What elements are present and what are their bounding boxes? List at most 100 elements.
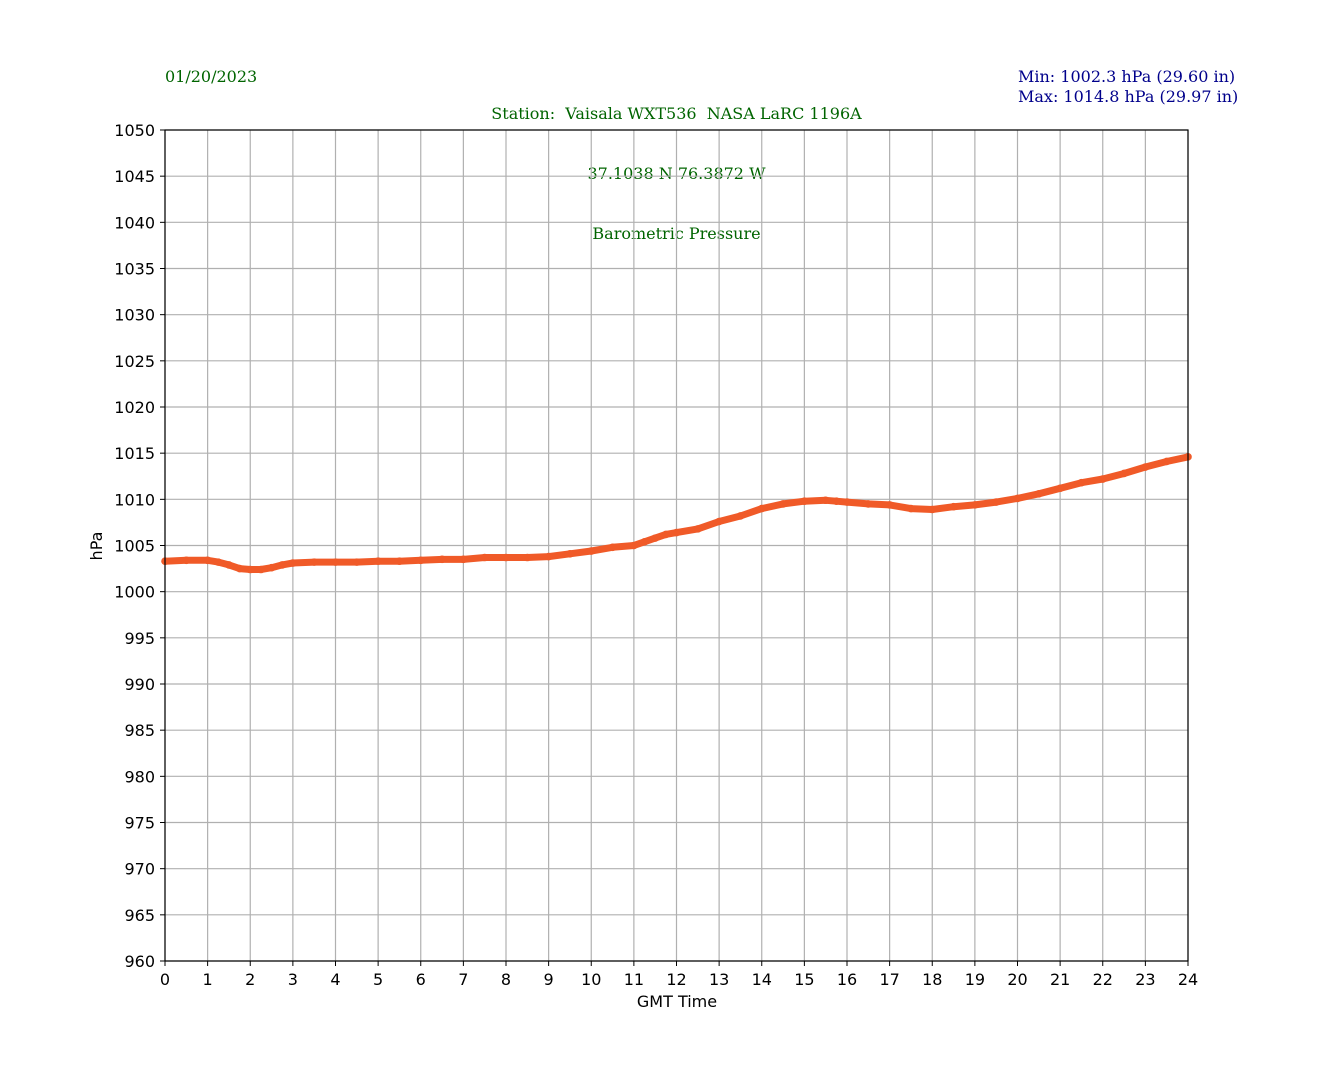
y-tick-label: 1005 bbox=[114, 537, 155, 556]
x-tick-label: 6 bbox=[416, 970, 426, 989]
pressure-point bbox=[928, 505, 937, 514]
y-tick-label: 980 bbox=[124, 767, 155, 786]
pressure-point bbox=[438, 555, 446, 564]
y-tick-label: 1040 bbox=[114, 213, 155, 232]
pressure-point bbox=[651, 534, 659, 542]
y-tick-label: 965 bbox=[124, 906, 155, 925]
y-axis-label: hPa bbox=[87, 532, 106, 561]
y-tick-label: 1020 bbox=[114, 398, 155, 417]
pressure-point bbox=[800, 497, 809, 505]
x-tick-label: 9 bbox=[544, 970, 554, 989]
x-tick-label: 3 bbox=[288, 970, 298, 989]
max-pressure: Max: 1014.8 hPa (29.97 in) bbox=[1018, 87, 1239, 106]
y-tick-label: 990 bbox=[124, 675, 155, 694]
pressure-point bbox=[662, 530, 670, 539]
pressure-point bbox=[971, 501, 979, 509]
min-max-summary: Min: 1002.3 hPa (29.60 in) Max: 1014.8 h… bbox=[1018, 67, 1238, 107]
pressure-point bbox=[331, 558, 340, 566]
pressure-point bbox=[235, 564, 244, 573]
pressure-point bbox=[885, 501, 894, 509]
y-tick-label: 1045 bbox=[114, 167, 155, 186]
y-tick-label: 1035 bbox=[114, 260, 155, 279]
pressure-point bbox=[278, 561, 287, 569]
y-tick-label: 1030 bbox=[114, 306, 155, 325]
pressure-point bbox=[353, 558, 361, 566]
pressure-point bbox=[1013, 494, 1022, 503]
pressure-point bbox=[374, 557, 382, 565]
min-pressure: Min: 1002.3 hPa (29.60 in) bbox=[1018, 67, 1236, 86]
x-tick-label: 15 bbox=[794, 970, 814, 989]
pressure-point bbox=[310, 558, 318, 566]
x-tick-label: 20 bbox=[1007, 970, 1027, 989]
pressure-point bbox=[949, 502, 958, 511]
series-layer bbox=[161, 453, 1192, 574]
grid-lines bbox=[164, 129, 1189, 962]
pressure-point bbox=[864, 500, 873, 508]
pressure-point bbox=[544, 552, 553, 561]
x-tick-label: 21 bbox=[1050, 970, 1070, 989]
pressure-point bbox=[757, 504, 766, 513]
pressure-point bbox=[523, 553, 532, 562]
x-tick-label: 11 bbox=[624, 970, 644, 989]
station-name: Station: Vaisala WXT536 NASA LaRC 1196A bbox=[491, 104, 862, 123]
pressure-point bbox=[1077, 478, 1086, 487]
x-axis-label: GMT Time bbox=[637, 992, 717, 1011]
x-tick-label: 10 bbox=[581, 970, 601, 989]
y-tick-label: 1000 bbox=[114, 583, 155, 602]
pressure-point bbox=[395, 557, 404, 565]
pressure-point bbox=[832, 497, 841, 505]
y-tick-label: 960 bbox=[124, 952, 155, 971]
x-tick-label: 22 bbox=[1093, 970, 1113, 989]
pressure-point bbox=[1120, 469, 1128, 478]
chart-date: 01/20/2023 bbox=[165, 67, 258, 86]
pressure-point bbox=[992, 498, 1000, 506]
x-tick-label: 13 bbox=[709, 970, 729, 989]
x-tick-label: 4 bbox=[330, 970, 340, 989]
x-tick-label: 5 bbox=[373, 970, 383, 989]
x-tick-label: 2 bbox=[245, 970, 255, 989]
pressure-point bbox=[267, 563, 276, 572]
x-tick-label: 7 bbox=[458, 970, 468, 989]
pressure-point bbox=[640, 538, 649, 546]
pressure-point bbox=[608, 543, 617, 552]
pressure-point bbox=[459, 555, 468, 564]
y-tick-label: 975 bbox=[124, 814, 155, 833]
y-tick-label: 985 bbox=[124, 721, 155, 740]
pressure-point bbox=[203, 556, 212, 565]
x-tick-label: 1 bbox=[203, 970, 213, 989]
pressure-point bbox=[1098, 475, 1107, 483]
pressure-point bbox=[225, 561, 233, 569]
pressure-point bbox=[1035, 489, 1043, 498]
y-tick-label: 1015 bbox=[114, 444, 155, 463]
pressure-point bbox=[566, 550, 574, 558]
pressure-point bbox=[907, 504, 915, 513]
x-tick-label: 24 bbox=[1178, 970, 1198, 989]
y-tick-label: 970 bbox=[124, 860, 155, 879]
pressure-point bbox=[480, 553, 489, 562]
pressure-point bbox=[779, 500, 787, 508]
x-tick-label: 19 bbox=[965, 970, 985, 989]
pressure-point bbox=[1141, 463, 1150, 471]
pressure-point bbox=[821, 496, 830, 505]
y-tick-label: 1025 bbox=[114, 352, 155, 371]
pressure-point bbox=[630, 541, 638, 550]
x-tick-label: 17 bbox=[879, 970, 899, 989]
pressure-point bbox=[694, 525, 702, 533]
x-tick-label: 23 bbox=[1135, 970, 1155, 989]
tick-layer: 0 1 2 3 4 5 6 7 8 9 10 11 12 13 14 15 16 17 18 19 20 21 22 23 24… bbox=[114, 121, 1198, 989]
x-tick-label: 0 bbox=[160, 970, 170, 989]
chart-title-block: Station: Vaisala WXT536 NASA LaRC 1196A … bbox=[0, 64, 1320, 264]
pressure-point bbox=[715, 517, 723, 526]
x-tick-label: 18 bbox=[922, 970, 942, 989]
y-tick-label: 995 bbox=[124, 629, 155, 648]
pressure-point bbox=[289, 559, 297, 567]
pressure-point bbox=[1056, 484, 1064, 493]
pressure-point bbox=[214, 558, 223, 566]
pressure-point bbox=[736, 512, 745, 520]
x-tick-label: 8 bbox=[501, 970, 511, 989]
pressure-point bbox=[502, 553, 510, 562]
x-tick-label: 14 bbox=[752, 970, 772, 989]
pressure-point bbox=[182, 556, 191, 565]
pressure-point bbox=[246, 565, 255, 574]
pressure-point bbox=[416, 556, 425, 565]
